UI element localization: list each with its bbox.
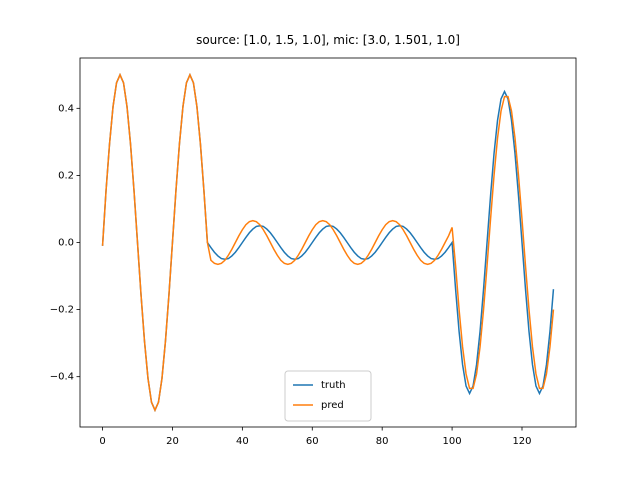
chart-title: source: [1.0, 1.5, 1.0], mic: [3.0, 1.50… bbox=[196, 33, 460, 47]
x-tick-label: 0 bbox=[99, 436, 105, 447]
y-tick-label: 0.4 bbox=[58, 103, 74, 114]
y-tick-label: 0.2 bbox=[58, 170, 74, 181]
y-tick-label: −0.2 bbox=[50, 305, 74, 316]
x-tick-label: 40 bbox=[236, 436, 249, 447]
y-tick-label: 0.0 bbox=[58, 238, 74, 249]
legend-label: truth bbox=[321, 380, 346, 391]
x-tick-label: 120 bbox=[512, 436, 531, 447]
plot-frame bbox=[79, 57, 577, 428]
series-line bbox=[101, 72, 555, 413]
series-line bbox=[101, 72, 555, 413]
x-tick-label: 100 bbox=[443, 436, 462, 447]
x-tick-label: 80 bbox=[376, 436, 389, 447]
x-tick-label: 60 bbox=[306, 436, 319, 447]
legend-box bbox=[284, 370, 372, 422]
y-tick-label: −0.4 bbox=[50, 372, 74, 383]
legend-label: pred bbox=[321, 400, 344, 411]
x-tick-label: 20 bbox=[166, 436, 179, 447]
